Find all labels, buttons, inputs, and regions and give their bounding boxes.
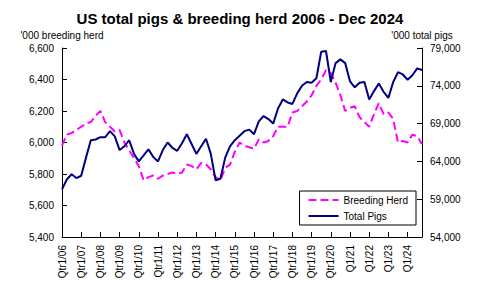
svg-text:79,000: 79,000 [430, 43, 461, 54]
svg-text:Qtr1/15: Qtr1/15 [229, 245, 240, 279]
svg-text:Qtr1/09: Qtr1/09 [114, 245, 125, 279]
svg-text:6,000: 6,000 [29, 137, 54, 148]
svg-text:59,000: 59,000 [430, 194, 461, 205]
svg-text:69,000: 69,000 [430, 118, 461, 129]
svg-text:Total Pigs: Total Pigs [344, 211, 387, 222]
svg-text:Qtr1/06: Qtr1/06 [57, 245, 68, 279]
svg-text:5,800: 5,800 [29, 169, 54, 180]
svg-text:Qtr1/20: Qtr1/20 [325, 245, 336, 279]
svg-text:Qtr1/16: Qtr1/16 [249, 245, 260, 279]
svg-text:Q1/21: Q1/21 [345, 245, 356, 273]
svg-text:Qtr1/18: Qtr1/18 [287, 245, 298, 279]
svg-text:Qtr1/13: Qtr1/13 [191, 245, 202, 279]
svg-text:Qtr1/19: Qtr1/19 [306, 245, 317, 279]
svg-text:Q1/22: Q1/22 [364, 245, 375, 273]
svg-text:Qtr1/14: Qtr1/14 [210, 245, 221, 279]
svg-text:Q1/24: Q1/24 [402, 245, 413, 273]
svg-text:US total pigs & breeding herd: US total pigs & breeding herd 2006 - Dec… [77, 10, 404, 27]
svg-text:Qtr1/10: Qtr1/10 [133, 245, 144, 279]
svg-text:64,000: 64,000 [430, 156, 461, 167]
svg-text:6,400: 6,400 [29, 74, 54, 85]
svg-text:6,600: 6,600 [29, 43, 54, 54]
svg-text:Qtr1/08: Qtr1/08 [95, 245, 106, 279]
svg-text:Qtr1/17: Qtr1/17 [268, 245, 279, 279]
svg-text:Qtr1/11: Qtr1/11 [153, 245, 164, 278]
svg-text:5,600: 5,600 [29, 200, 54, 211]
svg-text:'000 total pigs: '000 total pigs [391, 30, 452, 41]
svg-text:Q1/23: Q1/23 [383, 245, 394, 273]
svg-text:Qtr1/07: Qtr1/07 [76, 245, 87, 279]
svg-text:74,000: 74,000 [430, 80, 461, 91]
svg-text:5,400: 5,400 [29, 232, 54, 243]
svg-text:6,200: 6,200 [29, 106, 54, 117]
svg-text:Qtr1/12: Qtr1/12 [172, 245, 183, 279]
svg-text:Breeding Herd: Breeding Herd [344, 195, 408, 206]
svg-text:54,000: 54,000 [430, 232, 461, 243]
svg-text:'000 breeding herd: '000 breeding herd [20, 30, 103, 41]
